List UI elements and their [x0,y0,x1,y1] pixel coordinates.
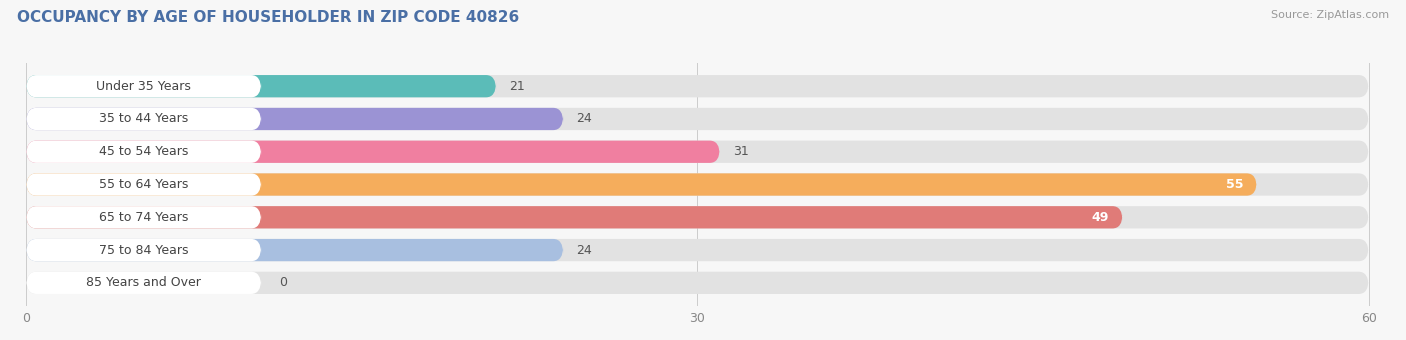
FancyBboxPatch shape [27,75,496,97]
Text: 24: 24 [576,243,592,257]
FancyBboxPatch shape [27,173,262,196]
Text: 35 to 44 Years: 35 to 44 Years [98,113,188,125]
Text: 24: 24 [576,113,592,125]
Text: 45 to 54 Years: 45 to 54 Years [98,145,188,158]
Text: 75 to 84 Years: 75 to 84 Years [98,243,188,257]
Text: Source: ZipAtlas.com: Source: ZipAtlas.com [1271,10,1389,20]
FancyBboxPatch shape [27,141,720,163]
FancyBboxPatch shape [27,141,1368,163]
Text: 21: 21 [509,80,526,93]
FancyBboxPatch shape [27,173,1257,196]
FancyBboxPatch shape [27,75,1368,97]
FancyBboxPatch shape [27,173,1368,196]
Text: OCCUPANCY BY AGE OF HOUSEHOLDER IN ZIP CODE 40826: OCCUPANCY BY AGE OF HOUSEHOLDER IN ZIP C… [17,10,519,25]
FancyBboxPatch shape [27,206,262,228]
FancyBboxPatch shape [27,108,1368,130]
Text: 55: 55 [1226,178,1243,191]
FancyBboxPatch shape [27,239,1368,261]
FancyBboxPatch shape [27,239,262,261]
Text: 85 Years and Over: 85 Years and Over [86,276,201,289]
Text: 65 to 74 Years: 65 to 74 Years [98,211,188,224]
Text: 55 to 64 Years: 55 to 64 Years [98,178,188,191]
FancyBboxPatch shape [27,272,262,294]
FancyBboxPatch shape [27,141,262,163]
Text: 49: 49 [1091,211,1109,224]
Text: 0: 0 [278,276,287,289]
Text: 31: 31 [733,145,749,158]
FancyBboxPatch shape [27,108,262,130]
FancyBboxPatch shape [27,75,262,97]
FancyBboxPatch shape [27,272,1368,294]
FancyBboxPatch shape [27,239,564,261]
FancyBboxPatch shape [27,206,1122,228]
Text: Under 35 Years: Under 35 Years [96,80,191,93]
FancyBboxPatch shape [27,206,1368,228]
FancyBboxPatch shape [27,108,564,130]
